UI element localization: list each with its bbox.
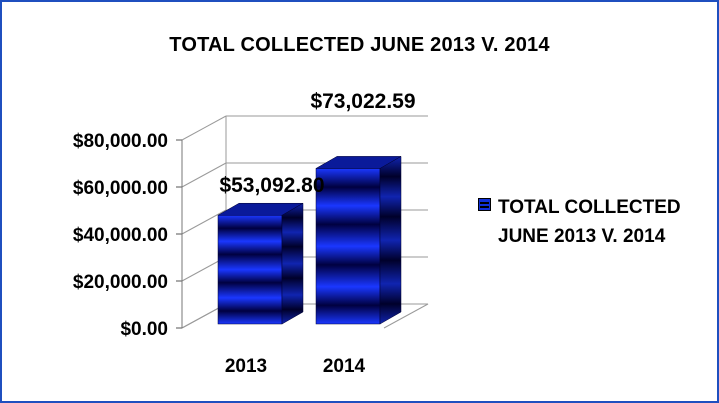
legend-swatch (478, 198, 491, 211)
x-tick-label-2013: 2013 (225, 356, 267, 377)
y-tick-label: $0.00 (120, 319, 168, 340)
x-tick-label-2014: 2014 (323, 356, 366, 377)
gridline-diagonal (181, 162, 227, 188)
bar-2014 (315, 168, 381, 325)
y-tick-label: $80,000.00 (73, 131, 168, 152)
axes: $0.00 $20,000.00 $40,000.00 $60,000.00 $80,0… (73, 131, 183, 340)
bar-side-2014 (379, 155, 402, 325)
chart-title: TOTAL COLLECTED JUNE 2013 V. 2014 (169, 34, 550, 56)
bar-top-2014 (315, 156, 402, 169)
gridline-diagonal (181, 115, 227, 141)
y-tick-label: $20,000.00 (73, 272, 168, 293)
labels: 2013 $53,092.80 2014 $73,022.59 (219, 90, 415, 377)
data-label-2013: $53,092.80 (219, 174, 324, 197)
legend-label: TOTAL COLLECTED JUNE 2013 V. 2014 (498, 197, 681, 247)
bar-side-2013 (281, 202, 304, 325)
data-label-2014: $73,022.59 (310, 90, 415, 113)
y-tick-label: $40,000.00 (73, 225, 168, 246)
bar-2013 (217, 214, 283, 325)
y-tick-label: $60,000.00 (73, 178, 168, 199)
bar-top-2013 (217, 202, 304, 216)
bars (217, 155, 402, 325)
gridline-diagonal (181, 209, 227, 235)
